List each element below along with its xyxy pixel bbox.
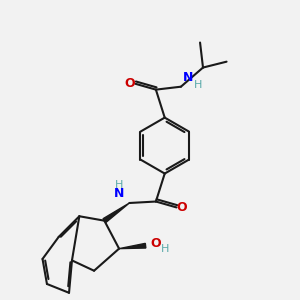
Text: O: O [150,237,160,250]
Polygon shape [103,203,129,223]
Text: O: O [176,201,187,214]
Polygon shape [119,243,146,249]
Text: H: H [161,244,169,254]
Text: N: N [114,187,124,200]
Text: H: H [115,180,123,190]
Text: O: O [125,77,135,90]
Text: N: N [183,71,194,84]
Text: H: H [194,80,202,90]
